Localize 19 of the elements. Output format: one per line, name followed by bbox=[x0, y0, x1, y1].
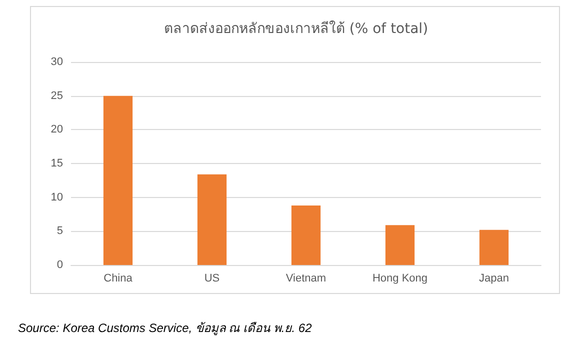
bar bbox=[197, 174, 227, 265]
x-tick-label: Japan bbox=[479, 272, 509, 284]
bar bbox=[103, 96, 133, 265]
x-tick-label: US bbox=[204, 272, 220, 284]
x-tick-label: China bbox=[104, 272, 134, 284]
y-tick-label: 5 bbox=[56, 225, 63, 238]
y-tick-label: 20 bbox=[50, 124, 63, 136]
x-tick-label: Hong Kong bbox=[372, 272, 428, 284]
y-tick-label: 15 bbox=[50, 158, 63, 170]
y-tick-label: 25 bbox=[50, 90, 63, 102]
y-tick-label: 10 bbox=[50, 191, 63, 204]
source-note: Source: Korea Customs Service, ข้อมูล ณ เดือน พ.ย. 62 bbox=[18, 320, 312, 337]
bar bbox=[291, 205, 321, 265]
bar bbox=[385, 225, 415, 265]
y-tick-label: 30 bbox=[50, 56, 63, 68]
y-tick-label: 0 bbox=[56, 259, 63, 271]
x-tick-label: Vietnam bbox=[286, 272, 326, 284]
bar bbox=[479, 230, 509, 265]
chart-title: ตลาดส่งออกหลักของเกาหลีใต้ (% of total) bbox=[164, 20, 428, 37]
